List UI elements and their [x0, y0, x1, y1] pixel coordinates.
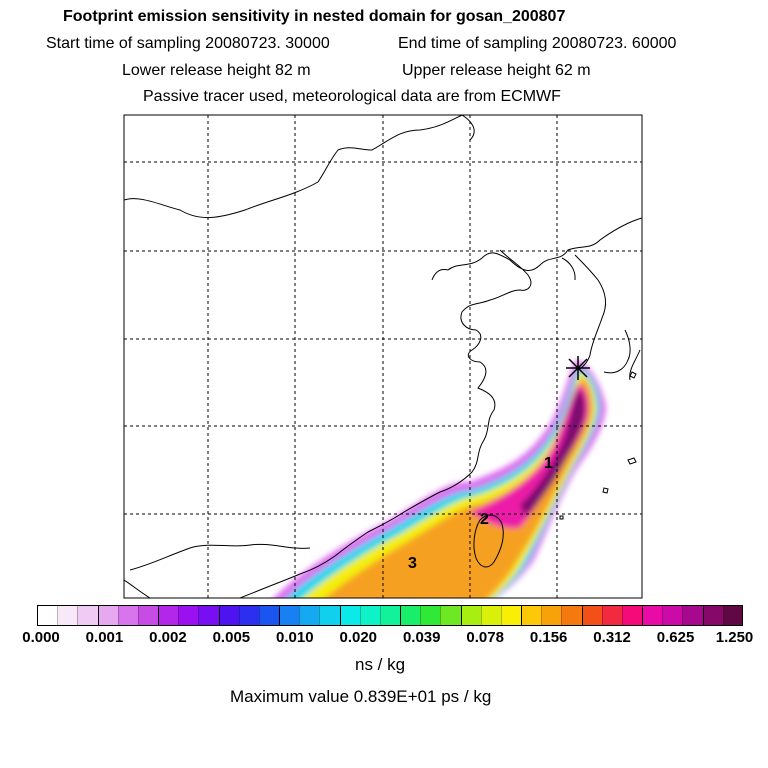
plot-title: Footprint emission sensitivity in nested… — [63, 8, 566, 25]
lower-release-label: Lower release height 82 m — [122, 62, 311, 79]
star-icon — [566, 356, 590, 380]
plume-layer — [273, 360, 606, 598]
start-time-label: Start time of sampling 20080723. 30000 — [46, 35, 330, 52]
color-scale-tick-label: 0.005 — [212, 629, 251, 646]
plume-orange — [324, 378, 593, 598]
color-scale-tick-label: 0.156 — [529, 629, 568, 646]
tracer-label: Passive tracer used, meteorological data… — [143, 88, 561, 105]
upper-release-label: Upper release height 62 m — [402, 62, 591, 79]
color-scale-tick-label: 0.078 — [466, 629, 504, 646]
maximum-value-label: Maximum value 0.839E+01 ps / kg — [230, 687, 492, 706]
color-scale-tick-label: 0.625 — [656, 629, 695, 646]
cluster-label-1: 1 — [544, 455, 553, 472]
unit-label: ns / kg — [355, 655, 406, 674]
color-scale-tick-label: 0.010 — [276, 629, 314, 646]
islands — [559, 371, 637, 520]
end-time-label: End time of sampling 20080723. 60000 — [398, 35, 677, 52]
color-scale-tick-label: 0.002 — [149, 629, 187, 646]
color-scale-tick-label: 1.250 — [715, 629, 754, 646]
color-scale-tick-label: 0.001 — [85, 629, 124, 646]
lat-lon-grid — [124, 115, 642, 598]
color-scale-bar — [37, 605, 744, 626]
cluster-label-3: 3 — [408, 555, 417, 572]
color-scale-tick-label: 0.020 — [339, 629, 378, 646]
map-frame — [123, 114, 643, 599]
coastlines — [124, 115, 642, 598]
color-scale-tick-label: 0.312 — [593, 629, 631, 646]
color-scale-tick-label: 0.039 — [402, 629, 441, 646]
color-scale-tick-label: 0.000 — [22, 629, 60, 646]
plume-core — [520, 390, 585, 516]
color-scale-border — [37, 605, 743, 626]
cluster-label-2: 2 — [480, 511, 489, 528]
